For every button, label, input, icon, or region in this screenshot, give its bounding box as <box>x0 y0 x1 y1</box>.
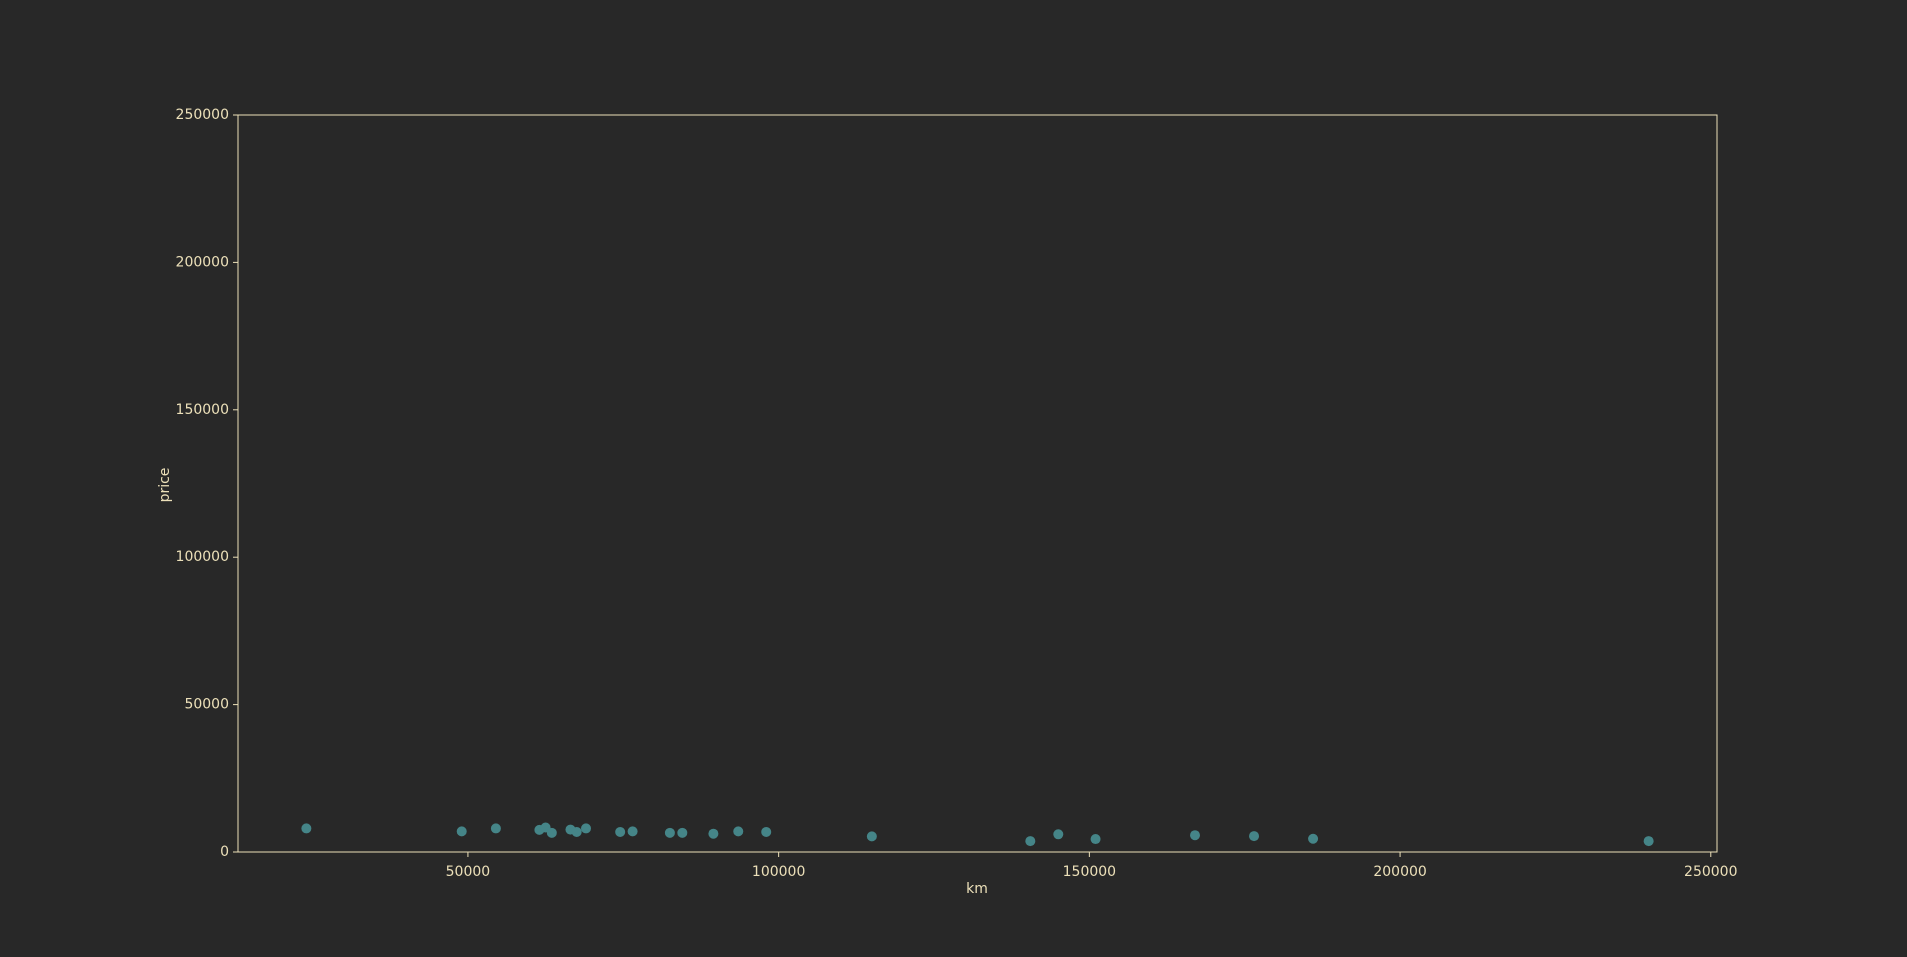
scatter-point <box>1090 834 1101 845</box>
scatter-point <box>761 826 772 837</box>
x-tick-label: 250000 <box>1684 864 1737 880</box>
scatter-point <box>546 827 557 838</box>
scatter-point <box>571 826 582 837</box>
y-tick-label: 200000 <box>176 254 229 270</box>
scatter-point <box>677 827 688 838</box>
y-tick-label: 0 <box>220 844 229 860</box>
data-points <box>301 822 1654 847</box>
x-tick-label: 200000 <box>1373 864 1426 880</box>
scatter-point <box>615 826 626 837</box>
x-axis-ticks: 50000 100000 150000 200000 250000 <box>446 852 1738 880</box>
y-tick-label: 100000 <box>176 549 229 565</box>
scatter-point <box>490 823 501 834</box>
scatter-point <box>301 823 312 834</box>
scatter-point <box>1308 833 1319 844</box>
scatter-point <box>1643 836 1654 847</box>
x-tick-label: 50000 <box>446 864 491 880</box>
scatter-point <box>456 826 467 837</box>
y-axis-label: price <box>157 468 173 503</box>
y-tick-label: 250000 <box>176 107 229 123</box>
plot-area <box>237 114 1718 853</box>
scatter-point <box>1025 836 1036 847</box>
scatter-point <box>708 828 719 839</box>
x-tick-label: 100000 <box>752 864 805 880</box>
scatter-point <box>733 826 744 837</box>
scatter-point <box>1053 829 1064 840</box>
x-tick-label: 150000 <box>1063 864 1116 880</box>
scatter-point <box>1190 830 1200 841</box>
scatter-point <box>664 827 675 838</box>
scatter-point <box>1249 831 1260 842</box>
scatter-point <box>866 831 877 842</box>
y-tick-label: 150000 <box>176 402 229 418</box>
scatter-point <box>627 826 638 837</box>
scatter-point <box>581 823 591 834</box>
y-tick-label: 50000 <box>184 697 229 713</box>
y-axis-ticks: 0 50000 100000 150000 200000 250000 <box>176 107 238 860</box>
x-axis-label: km <box>966 881 988 897</box>
